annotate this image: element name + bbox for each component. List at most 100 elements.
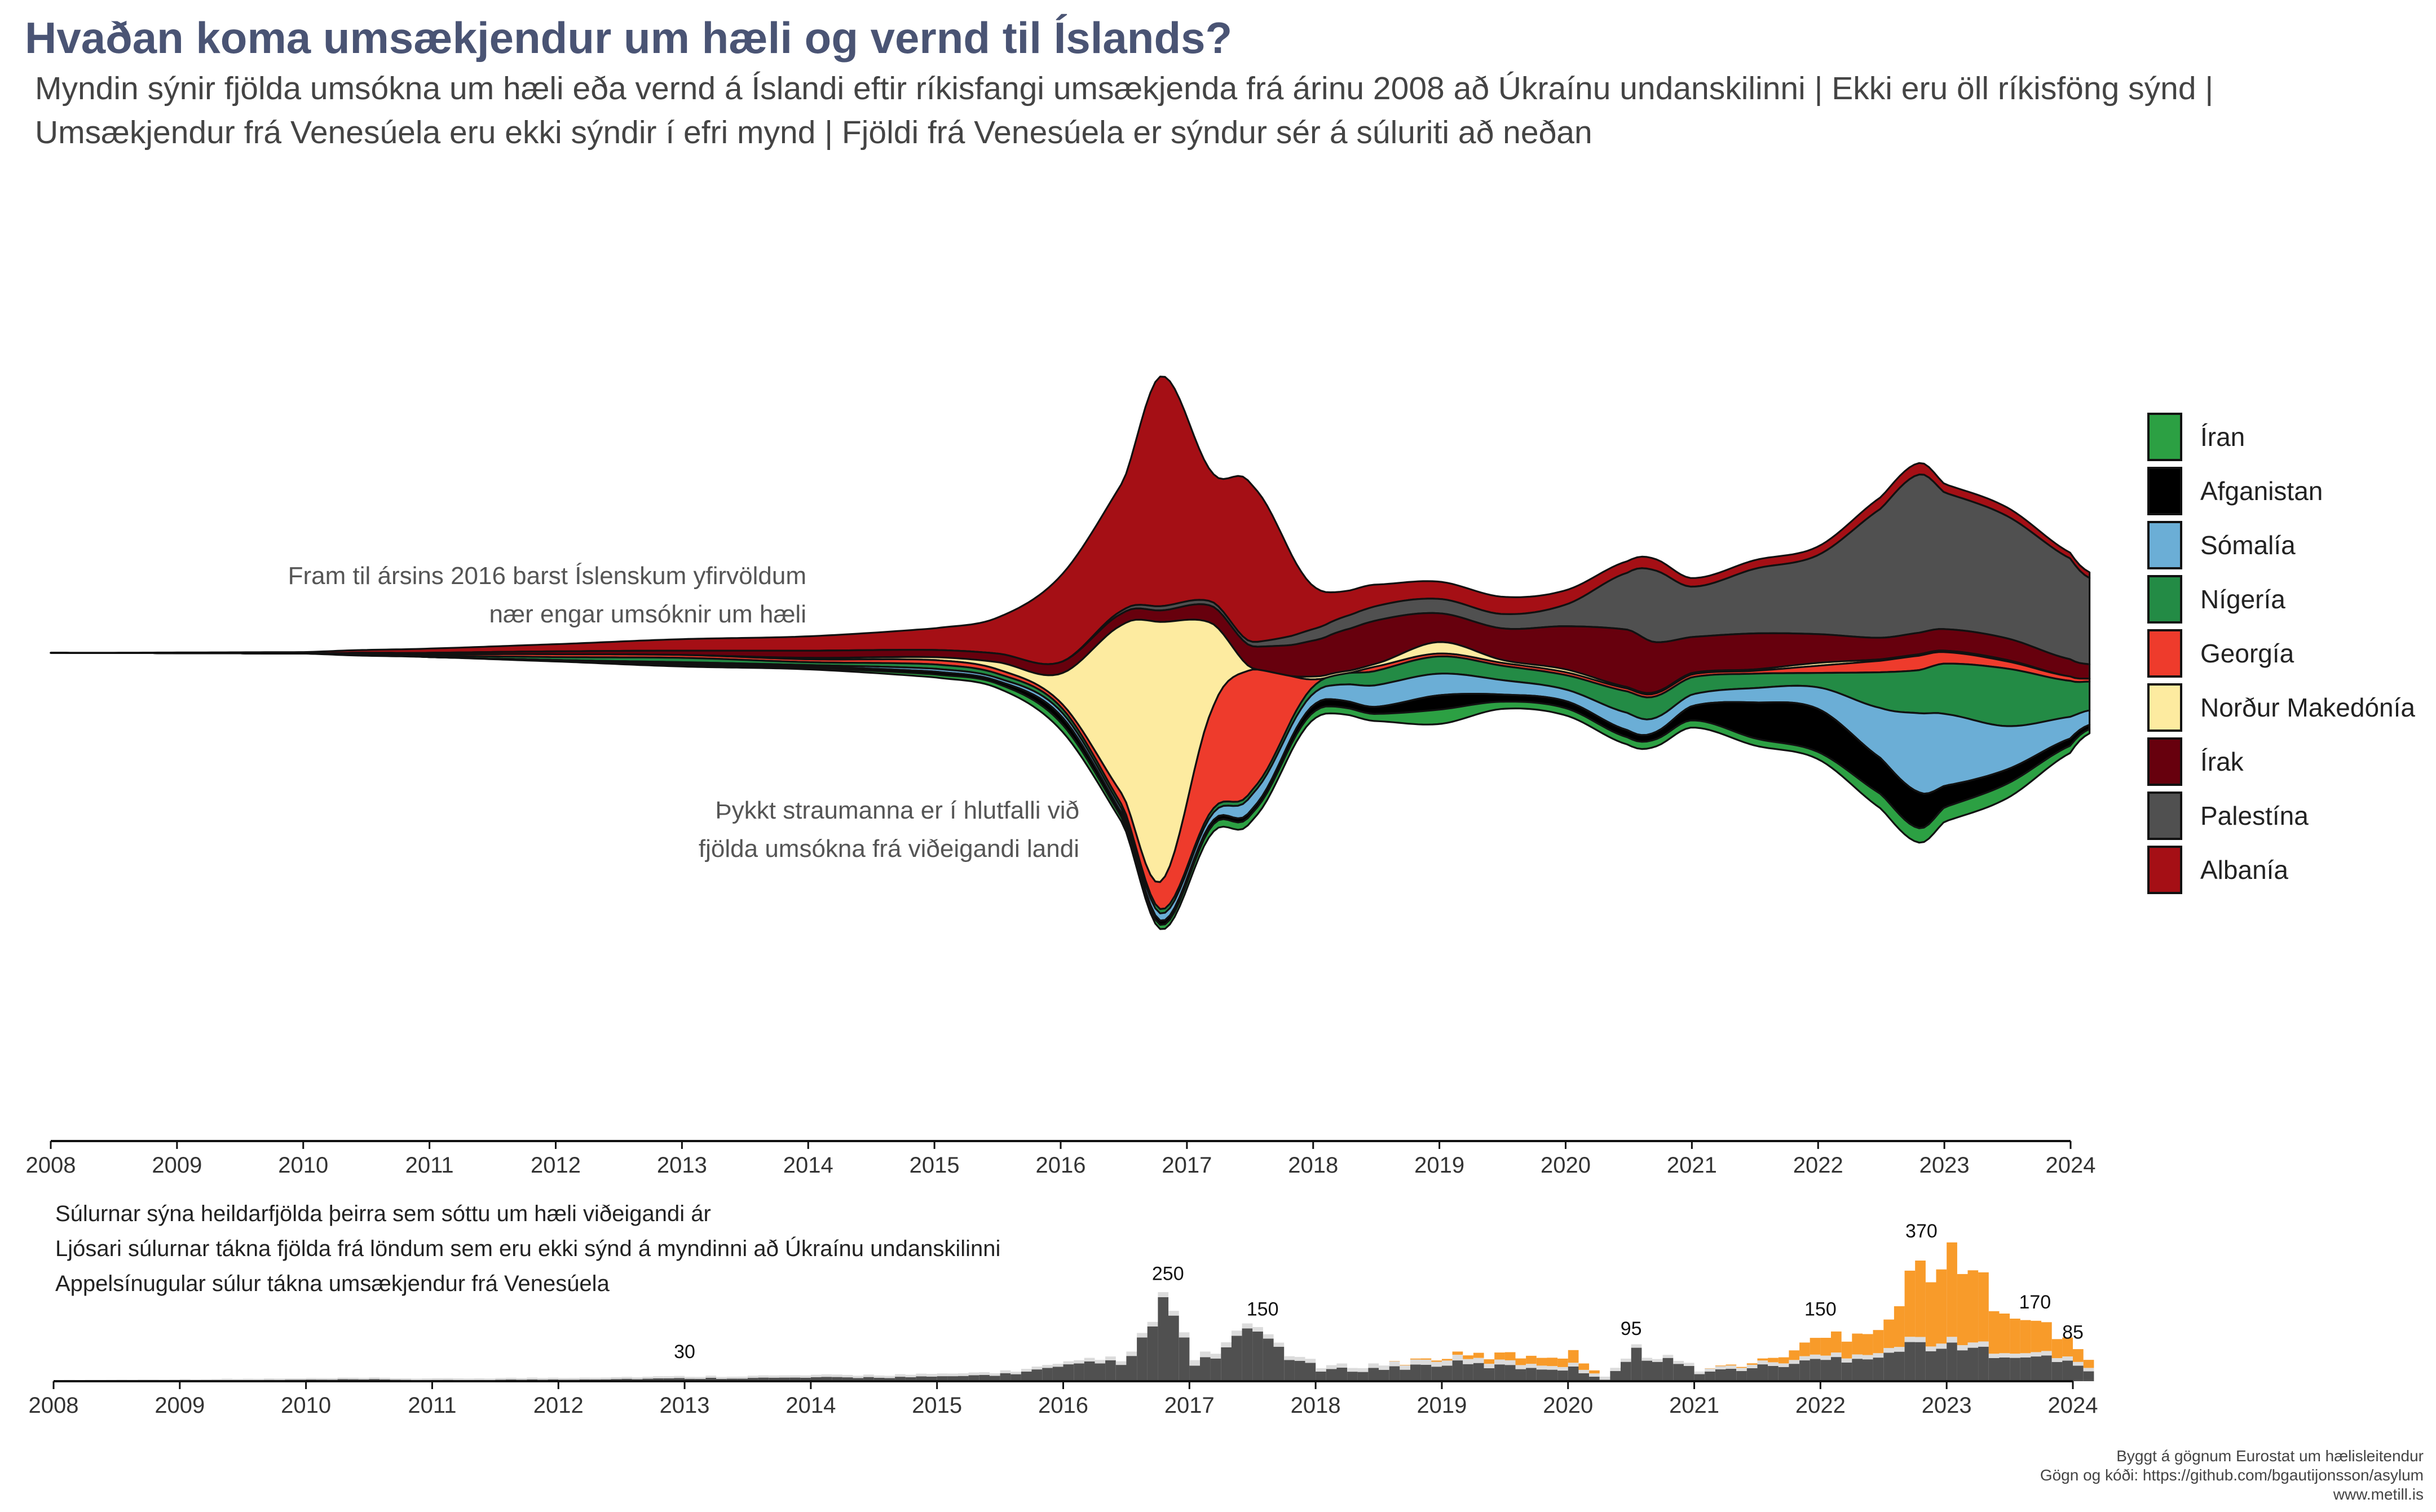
bar-x-tick-label: 2015 — [912, 1393, 962, 1418]
x-tick-label: 2017 — [1162, 1153, 1212, 1178]
bar-x-tick-label: 2016 — [1038, 1393, 1088, 1418]
bar-data-label: 250 — [1152, 1263, 1184, 1285]
annotation-line: Fram til ársins 2016 barst Íslenskum yfi… — [288, 562, 806, 590]
bar-other — [1641, 1358, 1652, 1361]
bar-other — [264, 1378, 275, 1380]
bar-shown — [1252, 1331, 1263, 1381]
bar-other — [1988, 1354, 2000, 1358]
bar-shown — [1494, 1364, 1505, 1381]
bar-shown — [1273, 1346, 1285, 1381]
bar-shown — [1988, 1358, 2000, 1381]
legend-swatch — [2147, 683, 2182, 732]
bar-venezuela — [1578, 1363, 1590, 1370]
bar-venezuela — [1726, 1364, 1737, 1366]
bar-other — [1610, 1368, 1621, 1371]
bar-other — [1410, 1359, 1421, 1365]
legend-swatch — [2147, 846, 2182, 894]
bar-other — [285, 1378, 295, 1380]
bar-x-tick-label: 2013 — [660, 1393, 710, 1418]
bar-other — [548, 1377, 559, 1380]
bar-other — [253, 1378, 264, 1381]
bar-venezuela — [2073, 1349, 2084, 1362]
legend-swatch — [2147, 413, 2182, 461]
bar-other — [642, 1377, 654, 1379]
bar-shown — [1925, 1351, 1936, 1381]
bar-other — [1746, 1364, 1758, 1368]
bar-other — [432, 1378, 443, 1380]
bar-shown — [1473, 1363, 1484, 1381]
bar-other — [1042, 1365, 1053, 1368]
bar-other — [842, 1374, 853, 1378]
bar-other — [295, 1378, 306, 1380]
legend-label: Nígería — [2200, 585, 2285, 614]
bar-note-line: Appelsínugular súlur tákna umsækjendur f… — [55, 1271, 610, 1296]
legend-swatch — [2147, 737, 2182, 786]
stream-íran — [50, 652, 2091, 930]
legend-label: Albanía — [2200, 855, 2289, 885]
bar-other — [663, 1376, 674, 1378]
bar-venezuela — [1841, 1341, 1852, 1359]
bar-other — [1841, 1358, 1852, 1363]
bar-shown — [1389, 1366, 1400, 1381]
bar-venezuela — [2010, 1319, 2020, 1354]
legend-label: Sómalía — [2200, 530, 2296, 560]
bar-x-tick-label: 2019 — [1416, 1393, 1467, 1418]
bar-shown — [642, 1378, 654, 1381]
bar-other — [873, 1375, 885, 1378]
bar-data-label: 30 — [674, 1341, 695, 1363]
bar-shown — [621, 1378, 632, 1381]
bar-shown — [1757, 1364, 1768, 1381]
bar-venezuela — [1967, 1270, 1979, 1343]
bar-shown — [1410, 1364, 1421, 1381]
bar-other — [1137, 1333, 1148, 1338]
bar-other — [274, 1378, 285, 1380]
bar-other — [748, 1376, 758, 1378]
bar-shown — [1778, 1367, 1789, 1381]
bar-other — [1463, 1359, 1473, 1364]
bar-other — [832, 1374, 842, 1377]
bar-shown — [726, 1378, 738, 1381]
bar-venezuela — [1526, 1355, 1537, 1364]
bar-shown — [1673, 1364, 1684, 1381]
bar-shown — [1589, 1376, 1600, 1381]
bar-other — [579, 1377, 590, 1380]
bar-shown — [1957, 1350, 1968, 1381]
bar-shown — [1578, 1373, 1590, 1381]
bar-shown — [1368, 1368, 1379, 1381]
chart-title: Hvaðan koma umsækjendur um hæli og vernd… — [25, 13, 1233, 63]
x-tick-label: 2011 — [405, 1153, 454, 1178]
bar-other — [800, 1375, 811, 1378]
bar-shown — [1137, 1337, 1148, 1381]
bar-venezuela — [2051, 1339, 2063, 1358]
bar-other — [632, 1377, 643, 1380]
bar-other — [2020, 1353, 2031, 1358]
bar-data-label: 150 — [1247, 1299, 1279, 1320]
bar-shown — [1610, 1370, 1621, 1381]
bar-shown — [1105, 1360, 1116, 1381]
bar-other — [1158, 1292, 1169, 1297]
bar-other — [1273, 1342, 1285, 1347]
bar-venezuela — [1547, 1358, 1558, 1367]
bar-venezuela — [1863, 1334, 1873, 1355]
bar-other — [211, 1379, 222, 1381]
bar-other — [222, 1378, 233, 1380]
bar-other — [958, 1373, 969, 1376]
bar-shown — [1915, 1342, 1926, 1381]
bar-venezuela — [1904, 1270, 1916, 1337]
x-tick-label: 2010 — [278, 1153, 328, 1178]
bar-shown — [1978, 1346, 1989, 1381]
bar-shown — [748, 1378, 758, 1381]
bar-other — [989, 1373, 1000, 1376]
bar-venezuela — [1936, 1269, 1947, 1344]
bar-other — [937, 1373, 948, 1377]
bar-other — [1420, 1359, 1432, 1365]
bar-chart-notes: Súlurnar sýna heildarfjölda þeirra sem s… — [55, 1196, 1000, 1301]
bar-shown — [821, 1377, 832, 1381]
legend-item: Afganistan — [2147, 464, 2415, 518]
bar-other — [1936, 1343, 1947, 1349]
bar-other — [1557, 1367, 1568, 1370]
bar-shown — [1084, 1361, 1095, 1381]
bar-other — [1810, 1354, 1821, 1359]
bar-other — [390, 1378, 401, 1380]
bar-shown — [2073, 1365, 2084, 1381]
